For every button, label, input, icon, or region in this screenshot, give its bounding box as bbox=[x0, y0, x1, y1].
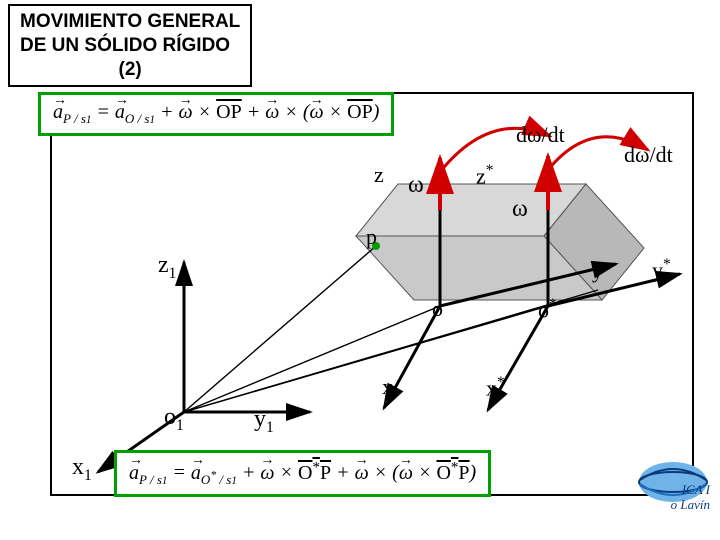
title-line1: MOVIMIENTO GENERAL bbox=[20, 10, 240, 34]
brand-text: ICA I o Lavín bbox=[671, 483, 710, 512]
label-y: y bbox=[592, 258, 603, 284]
label-o1: o1 bbox=[164, 404, 184, 435]
brand-line2: o Lavín bbox=[671, 498, 710, 512]
label-p: p bbox=[366, 224, 377, 250]
label-y1: y1 bbox=[254, 406, 274, 437]
label-dwdt1: dω/dt bbox=[516, 122, 565, 148]
label-x1: x1 bbox=[72, 454, 92, 485]
label-dwdt2: dω/dt bbox=[624, 142, 673, 168]
fixed-frame-o1 bbox=[98, 262, 310, 472]
label-ystar: y* bbox=[652, 256, 671, 283]
label-z: z bbox=[374, 162, 384, 188]
label-ostar: o* bbox=[538, 296, 557, 323]
title-box: MOVIMIENTO GENERAL DE UN SÓLIDO RÍGIDO (… bbox=[8, 4, 252, 87]
equation-2-box: aP / s1 = aO* / s1 + ω × O*P + ω × (ω × … bbox=[114, 450, 491, 497]
label-omega2: ω bbox=[512, 196, 528, 223]
label-xstar: x* bbox=[486, 374, 505, 401]
label-zstar: z* bbox=[476, 162, 493, 189]
equation-1-box: aP / s1 = aO / s1 + ω × OP + ω × (ω × OP… bbox=[38, 92, 394, 136]
label-o: o bbox=[432, 296, 443, 322]
title-line3: (2) bbox=[20, 58, 240, 82]
label-x: x bbox=[382, 374, 393, 400]
brand-line1: ICA I bbox=[671, 483, 710, 497]
label-z1: z1 bbox=[158, 252, 176, 283]
title-line2: DE UN SÓLIDO RÍGIDO bbox=[20, 34, 240, 58]
label-omega1: ω bbox=[408, 172, 424, 199]
